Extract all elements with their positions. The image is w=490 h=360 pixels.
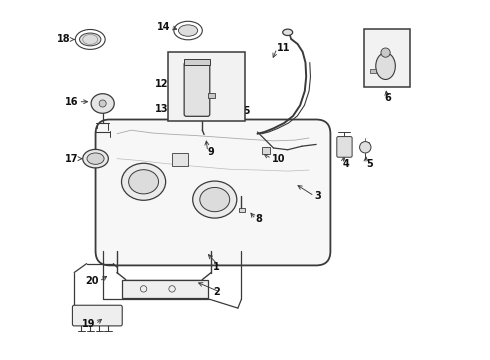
Bar xyxy=(122,280,208,298)
Bar xyxy=(239,208,245,212)
Text: 7: 7 xyxy=(365,79,371,89)
Text: 6: 6 xyxy=(384,93,391,103)
Text: 18: 18 xyxy=(57,35,71,44)
Bar xyxy=(262,147,270,154)
Text: 4: 4 xyxy=(343,159,349,169)
Text: 8: 8 xyxy=(256,214,263,224)
Text: 2: 2 xyxy=(213,287,220,297)
Bar xyxy=(369,69,376,73)
Text: 1: 1 xyxy=(213,262,220,272)
Bar xyxy=(169,52,245,121)
Text: 13: 13 xyxy=(155,104,169,114)
Text: 14: 14 xyxy=(157,22,171,32)
Ellipse shape xyxy=(193,181,237,218)
Ellipse shape xyxy=(91,94,114,113)
Ellipse shape xyxy=(83,149,108,168)
Circle shape xyxy=(360,141,371,153)
Circle shape xyxy=(99,100,106,107)
Ellipse shape xyxy=(122,163,166,200)
Ellipse shape xyxy=(79,33,101,46)
Ellipse shape xyxy=(200,188,230,212)
Ellipse shape xyxy=(283,29,293,36)
Circle shape xyxy=(381,48,390,57)
Text: 11: 11 xyxy=(277,43,291,53)
Text: 16: 16 xyxy=(65,97,78,107)
Ellipse shape xyxy=(129,170,159,194)
Text: 17: 17 xyxy=(65,154,78,164)
Text: 12: 12 xyxy=(155,79,169,89)
Text: 15: 15 xyxy=(238,105,251,116)
Bar xyxy=(364,29,411,87)
Ellipse shape xyxy=(376,53,395,80)
Text: 5: 5 xyxy=(366,159,373,169)
Text: 3: 3 xyxy=(315,191,321,201)
FancyBboxPatch shape xyxy=(184,62,210,116)
Ellipse shape xyxy=(178,25,197,36)
Text: 10: 10 xyxy=(271,154,285,164)
FancyBboxPatch shape xyxy=(73,305,122,326)
Bar xyxy=(172,153,188,166)
FancyBboxPatch shape xyxy=(96,120,330,265)
Text: 9: 9 xyxy=(208,147,215,157)
Text: 20: 20 xyxy=(86,276,99,287)
FancyBboxPatch shape xyxy=(337,136,352,157)
Bar xyxy=(208,93,216,98)
Bar xyxy=(184,59,210,66)
Ellipse shape xyxy=(87,153,104,165)
Text: 19: 19 xyxy=(82,319,96,329)
